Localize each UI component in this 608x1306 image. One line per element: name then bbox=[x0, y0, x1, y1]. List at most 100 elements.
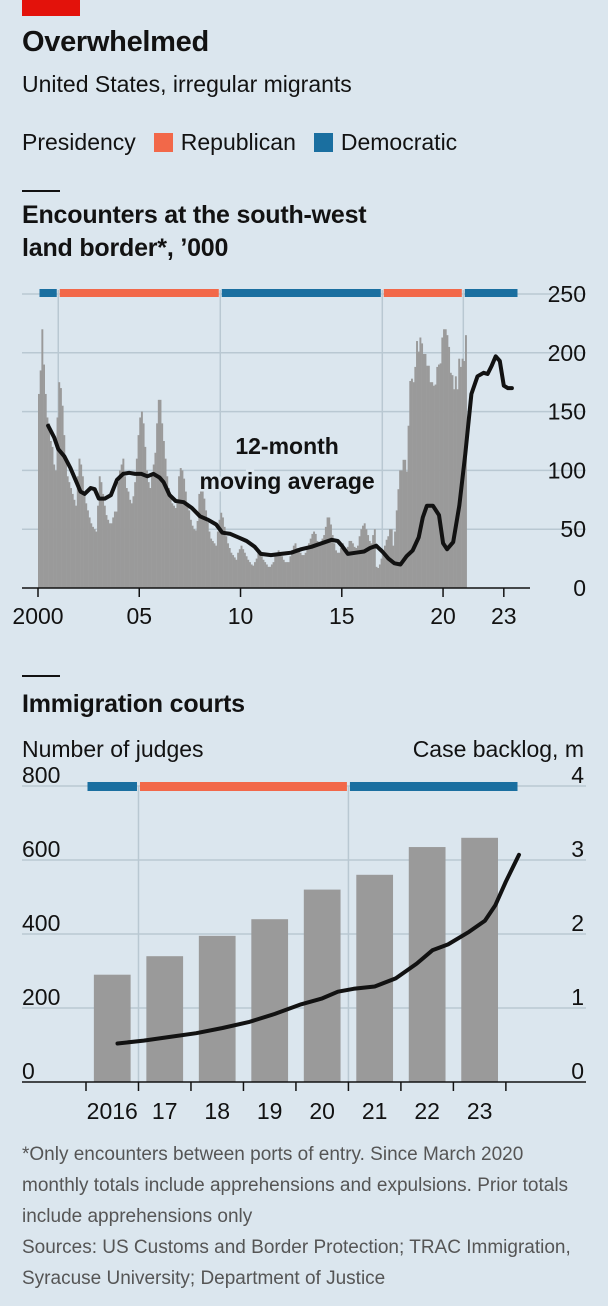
encounter-bar bbox=[166, 476, 169, 588]
right-tick-label: 3 bbox=[571, 836, 584, 862]
encounter-bar bbox=[189, 519, 192, 588]
encounter-bar bbox=[235, 559, 238, 588]
encounter-bar bbox=[76, 476, 79, 588]
encounter-bar bbox=[90, 523, 93, 588]
encounter-bar bbox=[211, 540, 214, 588]
left-tick-label: 600 bbox=[22, 836, 60, 862]
encounter-bar bbox=[306, 546, 309, 588]
encounter-bar bbox=[264, 562, 267, 588]
encounter-bar bbox=[272, 562, 275, 588]
x-tick-label: 19 bbox=[257, 1098, 283, 1124]
encounter-bar bbox=[205, 510, 208, 588]
encounter-bar bbox=[262, 559, 265, 588]
encounter-bar bbox=[331, 535, 334, 588]
encounter-bar bbox=[282, 559, 285, 588]
encounter-bar bbox=[230, 552, 233, 588]
encounter-bar bbox=[186, 503, 189, 588]
x-tick-label: 21 bbox=[362, 1098, 388, 1124]
encounter-bar bbox=[314, 533, 317, 588]
encounter-bar bbox=[390, 529, 393, 588]
encounter-bar bbox=[242, 549, 245, 588]
judges-bar bbox=[198, 935, 236, 1082]
encounter-bar bbox=[297, 550, 300, 588]
encounter-bar bbox=[365, 529, 368, 588]
encounter-bar bbox=[292, 545, 295, 588]
encounter-bar bbox=[360, 529, 363, 588]
encounters-chart: 2000 05 10 15 20 23 0 50 100 150 200 250 12-month mov… bbox=[12, 281, 586, 629]
encounter-bar bbox=[400, 470, 403, 588]
encounter-bar bbox=[287, 562, 290, 588]
encounter-bar bbox=[152, 464, 155, 588]
backlog-axis-label: Case backlog, m bbox=[412, 736, 584, 762]
legend-swatch-democratic bbox=[313, 133, 333, 152]
encounter-bar bbox=[184, 491, 187, 588]
encounter-bar bbox=[92, 526, 94, 588]
encounter-bar bbox=[372, 535, 375, 588]
encounter-bar bbox=[83, 493, 86, 588]
encounter-bar bbox=[61, 405, 64, 588]
encounter-bar bbox=[340, 548, 343, 588]
judges-bar bbox=[93, 974, 131, 1082]
moving-average-line bbox=[46, 354, 514, 567]
encounter-bar bbox=[147, 482, 150, 588]
encounter-bar bbox=[140, 411, 143, 588]
encounter-bar bbox=[313, 531, 316, 588]
encounter-bar bbox=[299, 552, 302, 588]
encounter-bar bbox=[321, 538, 324, 588]
encounter-bar bbox=[233, 557, 236, 588]
encounters-chart-title: Encounters at the south-west land border… bbox=[22, 201, 367, 262]
encounter-bar bbox=[43, 364, 46, 588]
encounter-bar bbox=[48, 423, 51, 588]
encounter-bar bbox=[86, 510, 89, 588]
moving-average-annotation: moving average bbox=[200, 468, 375, 494]
encounter-bar bbox=[124, 476, 127, 588]
encounter-bar bbox=[56, 417, 59, 588]
encounter-bar bbox=[441, 337, 444, 588]
encounter-bar bbox=[289, 556, 292, 588]
encounter-bar bbox=[414, 366, 417, 588]
encounter-bar bbox=[426, 365, 429, 588]
x-tick-label: 20 bbox=[430, 603, 456, 629]
encounter-bar bbox=[358, 536, 361, 588]
left-tick-label: 200 bbox=[22, 984, 60, 1010]
encounter-bar bbox=[335, 550, 337, 588]
encounter-bar bbox=[394, 531, 397, 588]
encounter-bar bbox=[134, 482, 137, 588]
encounter-bar bbox=[68, 482, 71, 588]
encounter-bar bbox=[210, 538, 213, 588]
presidency-band-democratic bbox=[221, 289, 381, 297]
encounter-bar bbox=[130, 503, 133, 588]
encounter-bar bbox=[434, 384, 437, 588]
case-backlog-line bbox=[115, 852, 521, 1046]
encounter-bar bbox=[237, 552, 240, 588]
left-tick-label: 400 bbox=[22, 910, 60, 936]
encounter-bar bbox=[392, 545, 395, 588]
encounter-bar bbox=[139, 417, 142, 588]
encounter-bar bbox=[326, 517, 329, 588]
encounter-bar bbox=[451, 375, 454, 588]
encounter-bar bbox=[66, 476, 69, 588]
encounter-bar bbox=[296, 548, 299, 588]
encounter-bar bbox=[183, 478, 186, 588]
encounter-bar bbox=[422, 353, 425, 588]
encounter-bar bbox=[443, 329, 445, 588]
right-tick-label: 0 bbox=[571, 1058, 584, 1084]
encounter-bar bbox=[351, 543, 354, 588]
encounter-bar bbox=[149, 488, 152, 588]
encounter-bar bbox=[171, 503, 174, 588]
encounter-bar bbox=[274, 555, 277, 588]
encounter-bar bbox=[336, 552, 339, 588]
legend-swatch-republican bbox=[153, 133, 173, 152]
encounter-bar bbox=[73, 499, 76, 588]
legend-label: Presidency bbox=[22, 129, 136, 155]
courts-chart-title: Immigration courts bbox=[22, 690, 245, 718]
encounter-bar bbox=[238, 549, 241, 588]
x-tick-label: 23 bbox=[491, 603, 517, 629]
encounter-bar bbox=[129, 499, 132, 588]
encounter-bar bbox=[308, 543, 310, 588]
encounter-bar bbox=[412, 382, 415, 588]
x-tick-label: 2016 bbox=[87, 1098, 138, 1124]
encounter-bar bbox=[345, 552, 348, 588]
encounter-bar bbox=[51, 446, 54, 588]
encounter-bar bbox=[216, 531, 219, 588]
